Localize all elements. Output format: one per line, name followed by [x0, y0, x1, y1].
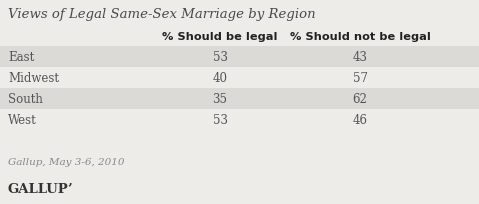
Text: 53: 53: [213, 113, 228, 126]
Text: 40: 40: [213, 72, 228, 85]
Text: 53: 53: [213, 51, 228, 64]
Text: 62: 62: [353, 93, 367, 105]
Text: East: East: [8, 51, 34, 64]
Text: 35: 35: [213, 93, 228, 105]
Text: 57: 57: [353, 72, 367, 85]
Text: % Should not be legal: % Should not be legal: [290, 32, 431, 42]
Bar: [0, 68, 479, 89]
Text: South: South: [8, 93, 43, 105]
Bar: [0, 89, 479, 110]
Text: Midwest: Midwest: [8, 72, 59, 85]
Text: 46: 46: [353, 113, 367, 126]
Text: GALLUPʼ: GALLUPʼ: [8, 182, 73, 195]
Text: 43: 43: [353, 51, 367, 64]
Text: Views of Legal Same-Sex Marriage by Region: Views of Legal Same-Sex Marriage by Regi…: [8, 8, 316, 21]
Text: West: West: [8, 113, 37, 126]
Text: Gallup, May 3-6, 2010: Gallup, May 3-6, 2010: [8, 157, 125, 166]
Bar: [0, 110, 479, 130]
Text: % Should be legal: % Should be legal: [162, 32, 278, 42]
Bar: [0, 47, 479, 68]
